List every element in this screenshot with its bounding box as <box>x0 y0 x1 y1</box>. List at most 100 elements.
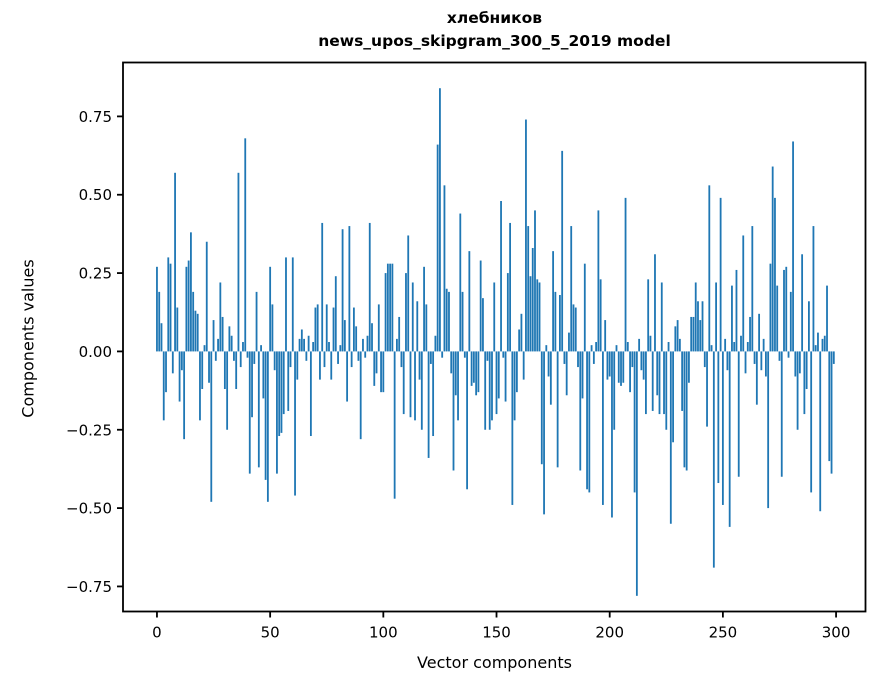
bar <box>300 329 303 352</box>
bar <box>230 335 233 352</box>
bar <box>414 351 416 421</box>
bar <box>475 351 478 396</box>
bar <box>633 351 636 493</box>
bar <box>452 351 455 471</box>
bar <box>491 351 493 421</box>
bar <box>753 351 756 364</box>
bar <box>819 351 822 512</box>
bar <box>169 263 172 352</box>
bar <box>581 351 584 399</box>
bar <box>500 201 502 352</box>
bar <box>384 273 387 352</box>
bar <box>602 351 604 505</box>
bar <box>180 351 183 371</box>
bar <box>780 351 783 477</box>
bar <box>389 263 392 352</box>
bar <box>429 351 432 364</box>
bar <box>826 285 828 352</box>
bar <box>427 351 430 458</box>
bar <box>536 279 539 352</box>
bar <box>540 351 543 465</box>
bar <box>660 282 663 352</box>
bar <box>821 338 824 352</box>
bar <box>651 351 654 411</box>
bar <box>298 338 301 352</box>
bar <box>391 263 394 352</box>
bar <box>726 351 729 371</box>
bar <box>794 351 797 377</box>
bar <box>223 351 226 390</box>
bar <box>592 351 595 364</box>
bar <box>531 248 534 352</box>
bar <box>386 263 389 352</box>
bar <box>328 342 330 352</box>
bar <box>699 320 702 352</box>
bar <box>325 304 328 352</box>
bar <box>712 351 715 568</box>
bar <box>330 351 333 380</box>
bar <box>694 282 697 352</box>
bar <box>221 316 224 352</box>
bar <box>434 335 437 352</box>
bar <box>217 338 219 352</box>
bar <box>407 235 410 352</box>
bar <box>355 326 358 352</box>
bar <box>778 351 781 361</box>
bar <box>362 338 364 352</box>
bar <box>731 285 733 352</box>
bar <box>273 351 276 371</box>
bar <box>405 273 407 352</box>
bar <box>269 266 272 352</box>
bar <box>228 326 231 352</box>
bar <box>590 345 593 352</box>
bar <box>622 351 625 383</box>
bar <box>210 351 213 502</box>
bar <box>307 335 310 352</box>
bar <box>667 342 670 352</box>
bar <box>185 266 188 352</box>
bar <box>538 282 541 352</box>
bar <box>554 291 557 352</box>
bar <box>808 301 810 352</box>
bar <box>162 351 165 421</box>
bar <box>735 269 738 352</box>
bar <box>251 351 253 418</box>
bar <box>787 351 790 358</box>
bar <box>688 351 690 383</box>
bar <box>595 342 598 352</box>
bar <box>810 351 813 493</box>
bar <box>805 351 808 390</box>
bar <box>425 304 428 352</box>
bar <box>271 304 274 352</box>
bar <box>375 351 378 374</box>
bar <box>801 254 804 352</box>
bar <box>253 351 256 364</box>
bar <box>461 291 464 352</box>
bar <box>316 304 319 352</box>
bar <box>178 351 181 402</box>
chart-title: хлебников news_upos_skipgram_300_5_2019 … <box>123 7 866 52</box>
bar <box>291 257 294 352</box>
bar <box>294 351 296 496</box>
bar <box>192 291 195 352</box>
bar <box>774 197 776 352</box>
bar <box>520 313 523 352</box>
bar <box>346 351 349 402</box>
bar <box>282 351 285 415</box>
bar <box>568 332 570 352</box>
bar <box>613 351 616 430</box>
bar <box>402 351 405 415</box>
bar <box>463 351 466 358</box>
bar <box>764 351 767 377</box>
bar <box>457 351 459 421</box>
bar <box>357 351 360 361</box>
bar <box>439 88 441 352</box>
x-tick-label: 0 <box>152 624 162 642</box>
y-tick-label: −0.75 <box>66 578 112 596</box>
y-tick-label: −0.25 <box>66 421 112 439</box>
bar <box>656 351 659 396</box>
bar <box>432 351 435 437</box>
bar <box>309 351 312 437</box>
bar <box>513 351 516 421</box>
x-tick-label: 50 <box>261 624 280 642</box>
